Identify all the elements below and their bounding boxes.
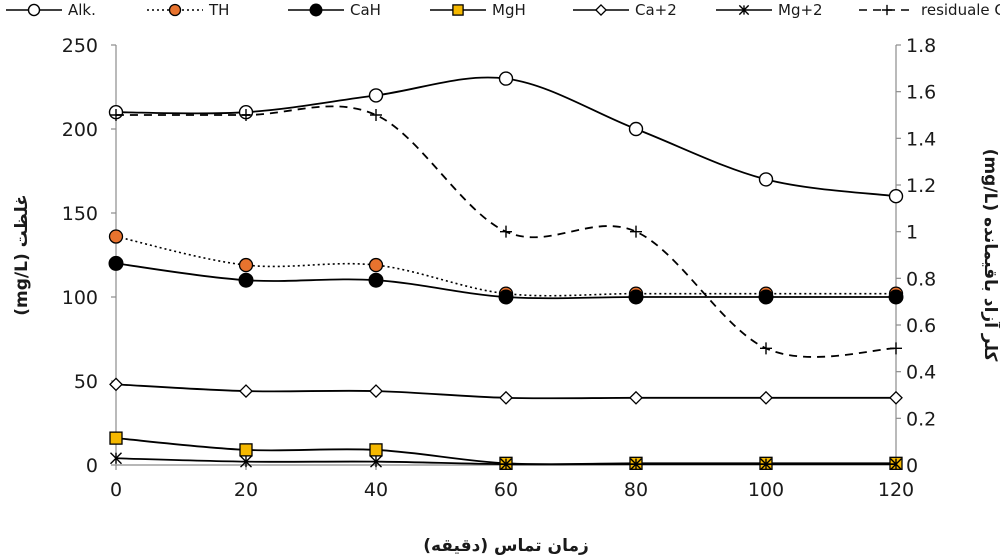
legend-label: MgH (492, 1, 526, 19)
legend-marker (452, 4, 464, 16)
legend-label: CaH (350, 1, 381, 19)
data-point (370, 109, 382, 121)
data-point (499, 390, 513, 405)
left-y-tick-label: 250 (62, 35, 98, 57)
data-point (498, 71, 514, 86)
legend-label: Alk. (68, 1, 96, 19)
data-point (760, 342, 772, 355)
left-y-tick-label: 0 (86, 455, 98, 477)
data-point (109, 431, 123, 445)
data-point (110, 452, 122, 465)
left-y-axis-title: غلظت (mg/L) (12, 194, 32, 316)
legend-item: Mg+2 (716, 1, 823, 19)
data-point (238, 257, 254, 273)
data-point (500, 225, 512, 238)
data-point (629, 390, 643, 405)
legend-marker (168, 3, 182, 17)
x-tick-label: 120 (878, 479, 914, 501)
x-tick-label: 80 (624, 479, 648, 501)
tick-labels: 05010015020025000.20.40.60.811.21.41.61.… (62, 35, 936, 501)
data-point (369, 384, 383, 398)
legend-marker (309, 3, 323, 17)
data-point (630, 225, 642, 238)
left-y-tick-label: 50 (74, 371, 98, 393)
legend-marker (881, 4, 893, 16)
series-line (115, 76, 897, 198)
data-point (500, 458, 512, 471)
data-point (759, 390, 773, 405)
data-point (370, 455, 382, 468)
right-y-tick-label: 1.6 (906, 82, 936, 104)
chart-legend: Alk. TH CaH MgH Ca+2 Mg+2 residuale Cl (6, 1, 1000, 19)
data-point (238, 272, 254, 288)
series-cah (108, 255, 904, 305)
data-point (760, 458, 772, 471)
right-y-tick-label: 0.2 (906, 408, 936, 430)
x-tick-label: 20 (234, 479, 258, 501)
legend-label: Ca+2 (635, 1, 677, 19)
data-point (628, 289, 644, 305)
right-y-tick-label: 0.6 (906, 315, 936, 337)
data-point (109, 377, 123, 392)
legend-marker (27, 3, 41, 17)
right-y-tick-label: 0 (906, 455, 918, 477)
right-y-tick-label: 0.4 (906, 362, 936, 384)
legend-label: Mg+2 (778, 1, 823, 19)
data-point (498, 289, 514, 305)
data-point (239, 384, 253, 398)
x-tick-label: 40 (364, 479, 388, 501)
legend-item: residuale Cl (859, 1, 1000, 19)
data-point (889, 390, 903, 405)
data-point (108, 255, 124, 271)
legend-marker (738, 4, 750, 16)
data-point (239, 443, 253, 457)
data-point (240, 109, 252, 121)
left-y-tick-label: 200 (62, 119, 98, 141)
series-layer (108, 71, 904, 471)
legend-item: Ca+2 (573, 1, 677, 19)
right-y-tick-label: 1.4 (906, 128, 936, 150)
data-point (628, 121, 644, 137)
series-ca-2 (109, 377, 903, 405)
left-y-tick-label: 100 (62, 287, 98, 309)
data-point (240, 455, 252, 468)
series-mg-2 (110, 452, 902, 471)
legend-label: TH (208, 1, 229, 19)
data-point (108, 229, 124, 244)
data-point (888, 289, 904, 305)
legend-item: TH (147, 1, 229, 19)
data-point (758, 172, 774, 187)
data-point (890, 458, 902, 471)
data-point (368, 257, 384, 273)
data-point (890, 342, 902, 355)
legend-item: Alk. (6, 1, 96, 19)
right-y-tick-label: 1.2 (906, 175, 936, 197)
legend-item: CaH (288, 1, 381, 19)
data-point (110, 109, 122, 121)
right-y-tick-label: 1 (906, 222, 918, 244)
x-axis-title: زمان تماس (دقیقه) (423, 536, 589, 556)
series-residuale-cl (110, 105, 902, 358)
data-point (368, 88, 384, 103)
series-alk- (108, 71, 904, 204)
x-tick-label: 60 (494, 479, 518, 501)
x-tick-label: 0 (110, 479, 122, 501)
legend-label: residuale Cl (921, 1, 1000, 19)
x-tick-label: 100 (748, 479, 784, 501)
data-point (888, 188, 904, 204)
data-point (630, 458, 642, 471)
legend-item: MgH (430, 1, 526, 19)
right-y-axis-title: کلر آزاد باقیمانده (mg/L) (980, 149, 1000, 362)
data-point (758, 289, 774, 305)
left-y-tick-label: 150 (62, 203, 98, 225)
data-point (369, 443, 383, 457)
right-y-tick-label: 0.8 (906, 268, 936, 290)
right-y-tick-label: 1.8 (906, 35, 936, 57)
data-point (368, 272, 384, 288)
legend-marker (594, 3, 608, 17)
